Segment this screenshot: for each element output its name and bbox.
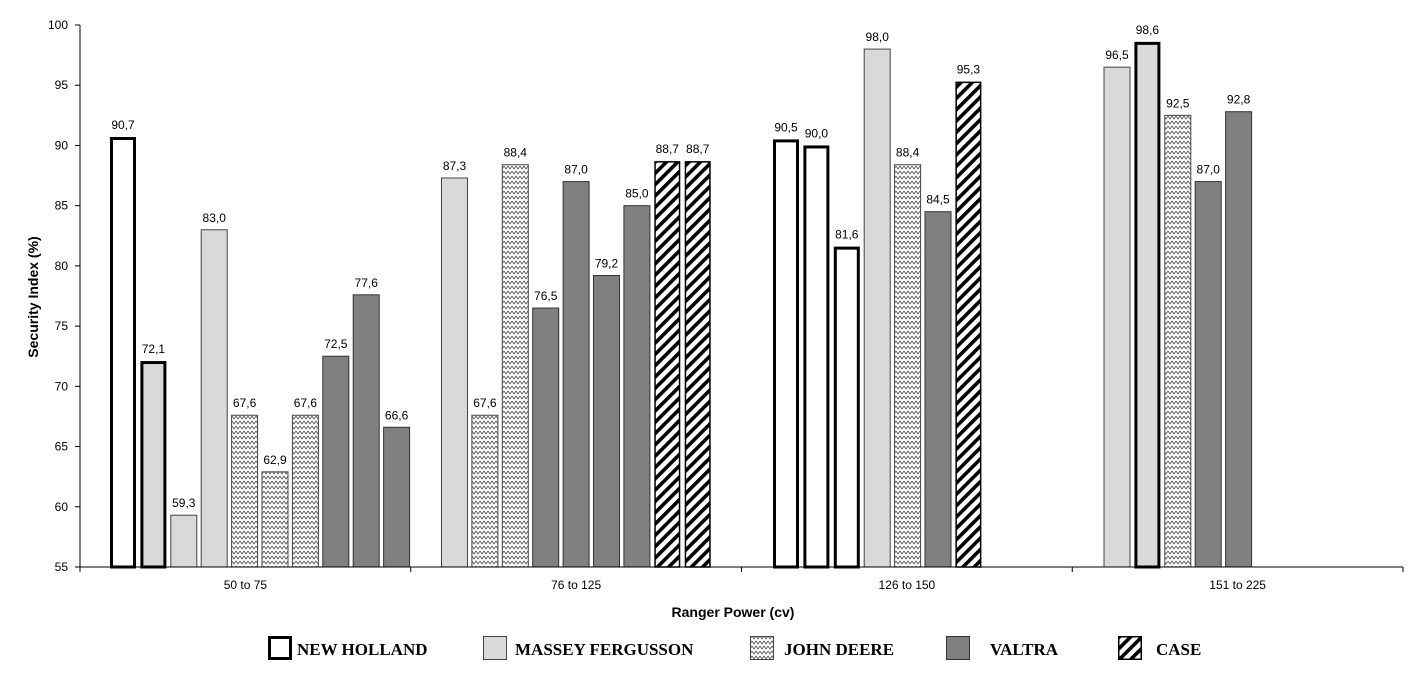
y-tick-label: 70 bbox=[55, 379, 69, 393]
data-label: 76,5 bbox=[534, 289, 558, 303]
bar-john-deere bbox=[231, 414, 259, 568]
legend-label: NEW HOLLAND bbox=[297, 640, 428, 659]
bar-new-holland bbox=[773, 139, 799, 569]
y-axis-title: Security Index (%) bbox=[25, 236, 41, 357]
data-label: 72,5 bbox=[324, 337, 348, 351]
data-label: 87,0 bbox=[1197, 163, 1221, 177]
bar-massey-fergusson bbox=[863, 48, 891, 568]
data-label: 72,1 bbox=[142, 342, 166, 356]
bar-john-deere bbox=[261, 471, 289, 568]
data-label: 90,0 bbox=[805, 126, 829, 140]
legend-swatch-john-deere bbox=[750, 636, 774, 660]
bar-case bbox=[684, 161, 711, 568]
data-label: 77,6 bbox=[355, 276, 379, 290]
bar-valtra bbox=[924, 211, 952, 568]
bar-massey-fergusson bbox=[200, 229, 228, 568]
legend-swatch-massey-fergusson bbox=[483, 636, 507, 660]
bar-john-deere bbox=[894, 164, 922, 568]
data-label: 95,3 bbox=[957, 63, 981, 77]
bar-valtra bbox=[352, 294, 380, 568]
legend-label: VALTRA bbox=[990, 640, 1059, 659]
data-label: 66,6 bbox=[385, 408, 409, 422]
data-label: 59,3 bbox=[172, 496, 196, 510]
bar-new-holland bbox=[1134, 41, 1161, 569]
y-tick-label: 100 bbox=[48, 18, 68, 32]
data-label: 98,0 bbox=[866, 30, 890, 44]
bar-valtra bbox=[322, 355, 350, 568]
data-label: 87,3 bbox=[443, 159, 467, 173]
bar-valtra bbox=[1194, 181, 1222, 568]
data-label: 92,5 bbox=[1166, 96, 1190, 110]
data-label: 92,8 bbox=[1227, 93, 1251, 107]
y-tick-label: 85 bbox=[55, 199, 69, 213]
bar-john-deere bbox=[291, 414, 319, 568]
bar-massey-fergusson bbox=[1103, 66, 1131, 568]
data-label: 62,9 bbox=[263, 453, 287, 467]
x-tick-label: 76 to 125 bbox=[551, 578, 601, 592]
data-label: 88,7 bbox=[686, 142, 710, 156]
bar-new-holland bbox=[803, 145, 830, 569]
x-tick-label: 50 to 75 bbox=[224, 578, 268, 592]
data-label: 90,5 bbox=[774, 120, 798, 134]
data-label: 88,7 bbox=[656, 142, 680, 156]
legend-swatch-case bbox=[1118, 636, 1142, 660]
bar-john-deere bbox=[1164, 114, 1192, 568]
bar-valtra bbox=[562, 181, 590, 568]
data-label: 67,6 bbox=[473, 396, 497, 410]
y-tick-label: 55 bbox=[55, 560, 69, 574]
bar-valtra bbox=[532, 307, 560, 568]
x-tick-label: 151 to 225 bbox=[1209, 578, 1266, 592]
data-label: 67,6 bbox=[233, 396, 257, 410]
data-label: 84,5 bbox=[926, 193, 950, 207]
data-label: 87,0 bbox=[564, 163, 588, 177]
bar-john-deere bbox=[471, 414, 499, 568]
data-label: 88,4 bbox=[504, 146, 528, 160]
x-tick-label: 126 to 150 bbox=[879, 578, 936, 592]
y-tick-label: 65 bbox=[55, 440, 69, 454]
bar-massey-fergusson bbox=[170, 514, 198, 568]
bar-valtra bbox=[593, 275, 620, 568]
data-label: 81,6 bbox=[835, 228, 859, 242]
legend-swatch-new-holland bbox=[268, 636, 292, 660]
bar-new-holland bbox=[140, 361, 167, 569]
data-label: 83,0 bbox=[203, 211, 227, 225]
bar-valtra bbox=[383, 426, 411, 568]
legend-swatch-valtra bbox=[946, 636, 970, 660]
data-label: 90,7 bbox=[111, 118, 135, 132]
legend-label: MASSEY FERGUSSON bbox=[515, 640, 694, 659]
bar-john-deere bbox=[501, 164, 529, 568]
bar-valtra bbox=[1225, 111, 1253, 568]
data-label: 96,5 bbox=[1105, 48, 1129, 62]
data-label: 85,0 bbox=[625, 187, 649, 201]
y-tick-label: 95 bbox=[55, 78, 69, 92]
y-tick-label: 90 bbox=[55, 138, 69, 152]
y-tick-label: 75 bbox=[55, 319, 69, 333]
data-label: 88,4 bbox=[896, 146, 920, 160]
bar-case bbox=[654, 161, 681, 568]
x-axis-title: Ranger Power (cv) bbox=[672, 604, 795, 620]
bar-massey-fergusson bbox=[441, 177, 468, 568]
bar-new-holland bbox=[833, 246, 860, 569]
data-label: 79,2 bbox=[595, 257, 619, 271]
data-label: 67,6 bbox=[294, 396, 318, 410]
bar-new-holland bbox=[110, 137, 136, 569]
bar-valtra bbox=[623, 205, 651, 568]
bar-case bbox=[955, 81, 982, 568]
y-tick-label: 60 bbox=[55, 500, 69, 514]
y-tick-label: 80 bbox=[55, 259, 69, 273]
legend-label: JOHN DEERE bbox=[784, 640, 894, 659]
legend-label: CASE bbox=[1156, 640, 1201, 659]
data-label: 98,6 bbox=[1136, 23, 1160, 37]
